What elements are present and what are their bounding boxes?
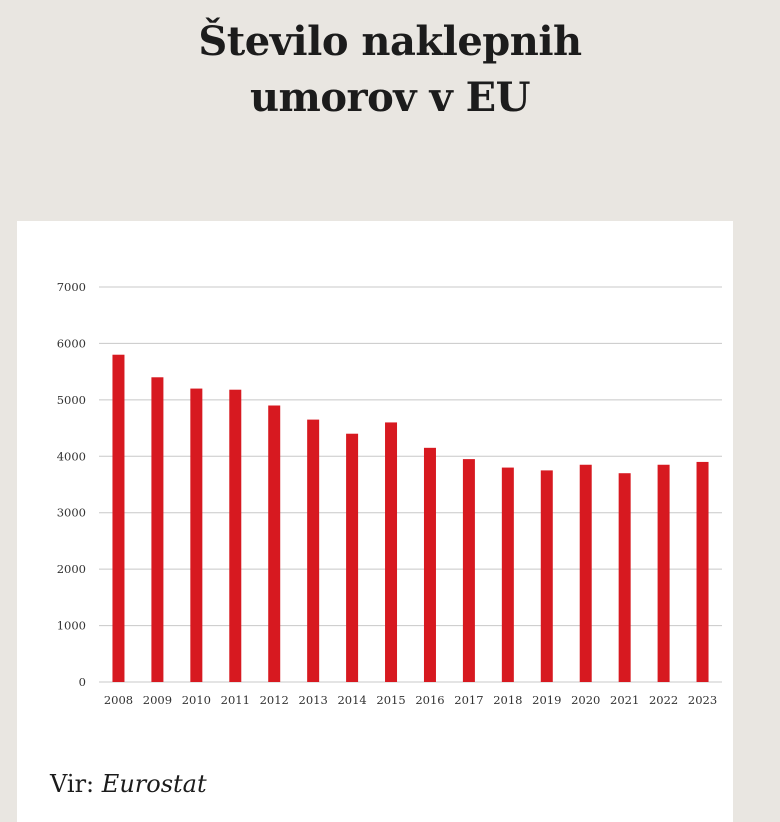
bar-2010 [190, 388, 203, 682]
bar-2012 [268, 405, 281, 682]
source-label: Vir: [50, 770, 95, 798]
bar-2013 [307, 419, 320, 682]
bar-2008 [112, 354, 125, 682]
bar-2023 [696, 461, 709, 682]
x-tick-label-2018: 2018 [493, 693, 522, 707]
x-tick-label-2023: 2023 [688, 693, 717, 707]
x-tick-label-2019: 2019 [532, 693, 561, 707]
x-tick-label-2022: 2022 [649, 693, 678, 707]
bar-2019 [540, 470, 553, 682]
bars [112, 354, 709, 682]
grid-lines [99, 286, 722, 683]
bar-2011 [229, 389, 242, 682]
x-tick-label-2012: 2012 [260, 693, 289, 707]
source-value: Eurostat [101, 770, 207, 798]
y-tick-label: 4000 [57, 449, 86, 463]
y-tick-label: 6000 [57, 336, 86, 350]
x-tick-label-2016: 2016 [415, 693, 444, 707]
page-title-line-2: umorov v EU [249, 74, 531, 121]
page-title-line-1: Število naklepnih [198, 18, 582, 65]
bar-2020 [579, 464, 592, 682]
x-tick-label-2011: 2011 [221, 693, 250, 707]
y-tick-label: 3000 [57, 506, 86, 520]
source-note: Vir: Eurostat [50, 770, 207, 798]
bar-2017 [462, 459, 475, 682]
bar-2018 [501, 467, 514, 682]
bar-2016 [423, 447, 436, 682]
bar-2015 [385, 422, 398, 682]
y-tick-label: 7000 [57, 280, 86, 294]
x-tick-label-2013: 2013 [299, 693, 328, 707]
x-tick-label-2021: 2021 [610, 693, 639, 707]
x-tick-label-2010: 2010 [182, 693, 211, 707]
x-tick-label-2014: 2014 [337, 693, 366, 707]
x-tick-label-2009: 2009 [143, 693, 172, 707]
bar-2014 [346, 433, 359, 682]
y-axis-ticks: 0 1000 2000 3000 4000 5000 6000 7000 [57, 280, 86, 689]
x-tick-label-2020: 2020 [571, 693, 600, 707]
x-tick-label-2017: 2017 [454, 693, 483, 707]
y-tick-label: 1000 [57, 619, 86, 633]
bar-2021 [618, 473, 631, 682]
x-tick-label-2008: 2008 [104, 693, 133, 707]
y-tick-label: 2000 [57, 562, 86, 576]
x-tick-label-2015: 2015 [376, 693, 405, 707]
x-axis-ticks: 2008 2009 2010 2011 2012 2013 2014 2015 2016 2017… [104, 693, 717, 707]
y-tick-label: 0 [79, 675, 86, 689]
page-title: Število naklepnih umorov v EU [0, 14, 780, 126]
y-tick-label: 5000 [57, 393, 86, 407]
chart-panel: 0 1000 2000 3000 4000 5000 6000 7000 2008 2009 20… [17, 221, 733, 822]
bar-2009 [151, 377, 164, 682]
bar-2022 [657, 464, 670, 682]
